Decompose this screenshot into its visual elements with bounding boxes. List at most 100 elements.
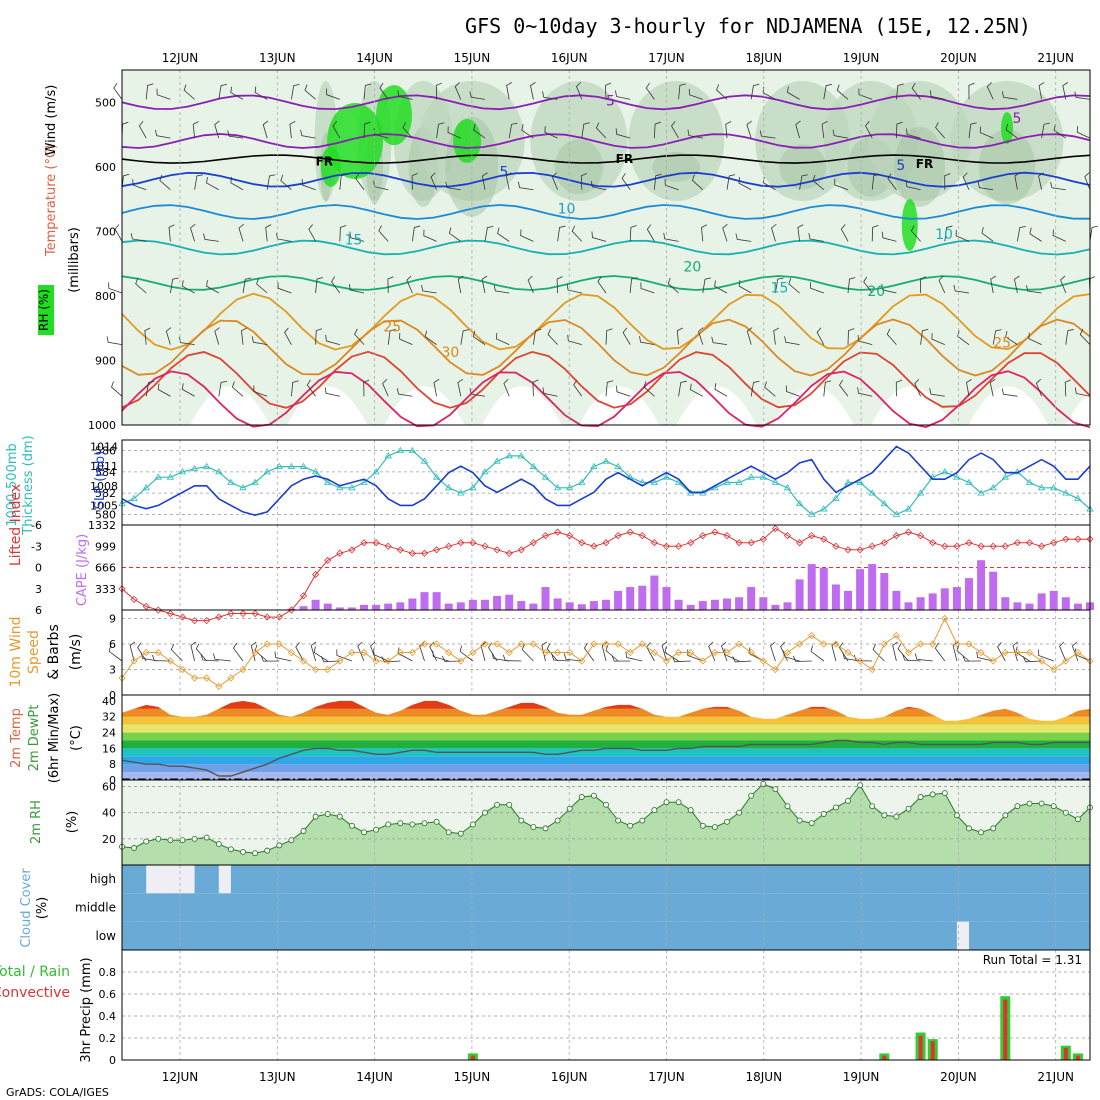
- cloud-cell-cloud_low-4: [170, 921, 183, 950]
- wind10-line-marker-21: [372, 657, 380, 665]
- lifted-index-line-marker-6: [191, 617, 199, 625]
- isotherm-1: [121, 133, 1091, 149]
- cloud-cell-cloud_high-27: [448, 865, 462, 894]
- thickness-line-marker-19: [348, 484, 356, 491]
- wind10-line-marker-39: [590, 640, 598, 648]
- wind-barb-54-4: [775, 277, 784, 294]
- wind-barb-28-3: [448, 227, 462, 242]
- wind-barb-74-1: [1005, 123, 1018, 139]
- wind-barb-50-5: [711, 336, 728, 346]
- cape-bar-40: [602, 599, 610, 610]
- wind-barb-10-6: [231, 381, 244, 397]
- cloud-cell-cloud_low-78: [1065, 921, 1079, 950]
- lifted-index-line-marker-71: [977, 542, 985, 550]
- wind10-line-marker-32: [505, 648, 513, 657]
- wind10-barb-61: [842, 652, 861, 662]
- wind10-axis-label-2: Speed: [26, 630, 42, 674]
- cloud-cell-cloud_mid-8: [218, 893, 232, 922]
- thickness-line-marker-54: [771, 478, 780, 485]
- cloud-cell-cloud_low-47: [690, 921, 704, 950]
- cloud-cell-cloud_low-38: [581, 921, 595, 950]
- cloud-cell-cloud_mid-6: [194, 893, 208, 922]
- cape-bar-73: [1001, 597, 1010, 610]
- cloud-cell-cloud_mid-75: [1029, 893, 1043, 922]
- cape-bar-65: [904, 602, 913, 610]
- cape-bar-78: [1061, 597, 1070, 610]
- wind-barb-66-2: [905, 180, 921, 191]
- cape-bar-70: [965, 578, 973, 610]
- wind10-axis-label-3: & Barbs: [46, 624, 62, 680]
- wind10-line-marker-2: [142, 648, 150, 657]
- thickness-line-marker-61: [856, 478, 864, 485]
- cloud-cell-cloud_mid-38: [581, 893, 595, 922]
- t2-tick-5: 0: [109, 774, 116, 787]
- wind10-line-marker-19: [348, 648, 356, 657]
- lifted-index-line-marker-10: [239, 609, 247, 618]
- wind-barb-42-6: [616, 385, 631, 397]
- thickness-line-marker-75: [1025, 478, 1034, 485]
- wind-barb-18-4: [331, 276, 341, 294]
- wind10-barb-42: [611, 655, 631, 662]
- cloud-cell-cloud_mid-37: [569, 893, 583, 922]
- cloud-cell-cloud_high-40: [606, 865, 619, 894]
- lifted-index-line-marker-33: [517, 546, 525, 554]
- rh2-line-marker-72: [990, 825, 997, 832]
- wind-barb-30-6: [469, 388, 486, 397]
- thickness-line-marker-14: [287, 462, 296, 469]
- wind-barb-70-4: [953, 284, 970, 294]
- cloud-level-label-0: high: [90, 872, 116, 886]
- wind10-line-marker-25: [420, 640, 429, 648]
- rh2-line-marker-20: [361, 829, 367, 836]
- wind10-line-marker-29: [469, 648, 477, 657]
- rh2-line-marker-29: [469, 821, 476, 828]
- cloud-cell-cloud_high-22: [388, 865, 401, 894]
- wind-barb-28-4: [457, 275, 464, 294]
- wind10-tick-3: 0: [109, 689, 116, 702]
- wind-barb-20-2: [355, 173, 365, 190]
- wind-barb-40-6: [605, 380, 614, 397]
- thickness-line-marker-25: [420, 457, 429, 464]
- isotherm-label-4: 10: [558, 201, 576, 217]
- wind-barb-36-1: [544, 126, 558, 139]
- wind-barb-74-0: [1001, 91, 1018, 100]
- cape-bar-49: [710, 599, 719, 610]
- wind-barb-24-2: [411, 173, 418, 190]
- wind10-line-marker-42: [626, 648, 634, 657]
- wind-barb-60-6: [839, 379, 849, 397]
- cloud-cell-cloud_mid-1: [134, 893, 147, 922]
- wind10-line-marker-52: [747, 648, 755, 657]
- wind-barb-24-5: [399, 333, 413, 346]
- cloud-cell-cloud_mid-22: [388, 893, 401, 922]
- dry-hump-4: [579, 386, 660, 425]
- cloud-cell-cloud_high-23: [400, 865, 413, 894]
- thickness-line-marker-62: [868, 489, 876, 496]
- thickness-line-marker-40: [602, 457, 610, 464]
- isotherm-label-1: 5: [500, 165, 509, 181]
- lifted-index-line-marker-21: [372, 539, 380, 547]
- cape-bar-19: [347, 607, 356, 610]
- top-date-label-9: 21JUN: [1037, 51, 1074, 65]
- rh2-line-marker-78: [1062, 809, 1069, 816]
- wind-barb-50-3: [722, 223, 728, 242]
- cloud-cell-cloud_low-28: [460, 921, 474, 950]
- cloud-cell-cloud_high-10: [243, 865, 256, 894]
- thickness-line-marker-28: [457, 489, 465, 496]
- thickness-line-marker-51: [735, 478, 743, 485]
- thickness-line-marker-27: [444, 484, 453, 491]
- wind10-line-marker-22: [384, 657, 392, 665]
- wind-barb-30-2: [481, 172, 488, 190]
- temp-band-7: [122, 716, 1090, 725]
- cloud-cell-cloud_low-44: [654, 921, 667, 950]
- wind-barb-22-3: [378, 225, 389, 242]
- wind-barb-44-0: [645, 82, 655, 100]
- lifted-index-line-marker-28: [457, 539, 465, 547]
- cape-bar-35: [541, 587, 550, 610]
- wind-barb-6-3: [190, 223, 196, 242]
- cape-bar-23: [396, 602, 405, 610]
- wind10-barb-65: [897, 643, 909, 662]
- cloud-cell-cloud_high-14: [291, 865, 304, 894]
- wind-barb-58-5: [816, 327, 825, 345]
- rh2-line-marker-24: [409, 821, 416, 828]
- wind-barb-74-2: [1014, 172, 1021, 190]
- wind-barb-48-6: [690, 383, 703, 397]
